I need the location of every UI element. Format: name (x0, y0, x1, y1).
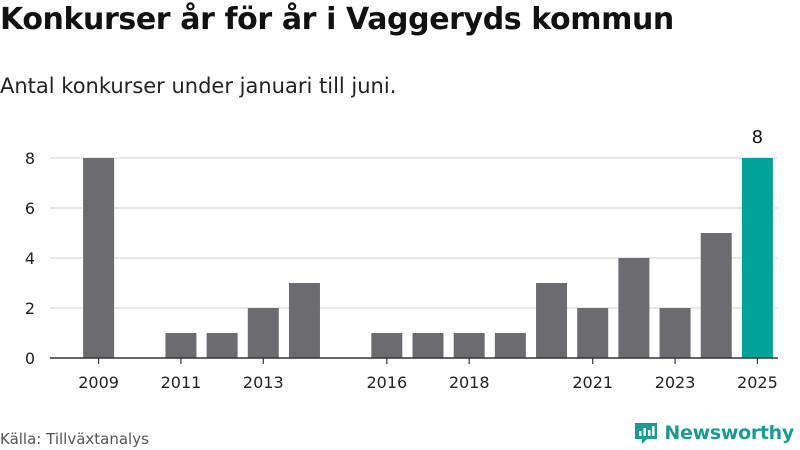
y-tick-label: 8 (25, 149, 35, 168)
x-tick-label: 2025 (737, 373, 778, 392)
x-tick-label: 2009 (78, 373, 119, 392)
brand-name: Newsworthy (664, 422, 794, 444)
y-tick-label: 4 (25, 249, 35, 268)
x-tick-label: 2023 (655, 373, 696, 392)
bar (206, 333, 238, 358)
bar (83, 158, 115, 358)
data-label: 8 (752, 127, 763, 148)
x-tick-label: 2011 (161, 373, 202, 392)
bar-chart: 0 2 4 6 8 8 2009 2011 2013 2016 2018 2021 2023 2025 (25, 127, 778, 392)
bar (165, 333, 197, 358)
bar (453, 333, 485, 358)
y-tick-label: 2 (25, 299, 35, 318)
chart-subtitle: Antal konkurser under januari till juni. (0, 74, 397, 98)
chart-title: Konkurser år för år i Vaggeryds kommun (0, 2, 674, 37)
bar (659, 308, 691, 358)
bar (494, 333, 526, 358)
source-note: Källa: Tillväxtanalys (0, 430, 149, 448)
bar (536, 283, 568, 358)
newsworthy-logo: Newsworthy (633, 420, 794, 446)
newsworthy-logo-icon (635, 423, 658, 444)
y-tick-label: 0 (25, 349, 35, 368)
x-tick-label: 2013 (243, 373, 284, 392)
x-tick-label: 2016 (366, 373, 407, 392)
bar (577, 308, 609, 358)
bar (412, 333, 444, 358)
x-tick-label: 2018 (449, 373, 490, 392)
bar (371, 333, 403, 358)
bar (247, 308, 279, 358)
bar (618, 258, 650, 358)
bar (700, 233, 732, 358)
x-tick-label: 2021 (572, 373, 613, 392)
y-tick-label: 6 (25, 199, 35, 218)
bar-highlight (741, 158, 773, 358)
bar (288, 283, 320, 358)
